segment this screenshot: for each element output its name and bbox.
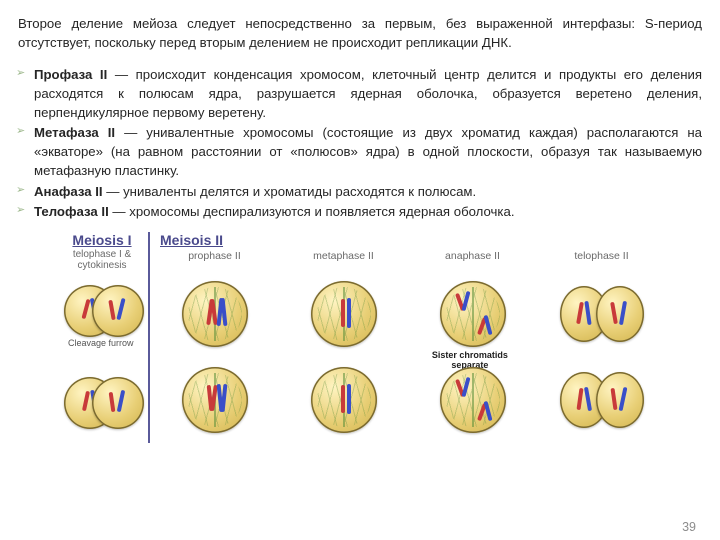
telophase1-column: Cleavage furrow: [56, 271, 150, 443]
phase-list: Профаза II — происходит конденсация хром…: [18, 66, 702, 222]
meiosis1-subtitle: telophase I & cytokinesis: [56, 249, 148, 271]
intro-text: Второе деление мейоза следует непосредст…: [18, 14, 702, 52]
list-item: Метафаза II — унивалентные хромосомы (со…: [18, 124, 702, 180]
anaphase2-cell: [408, 357, 537, 443]
telophase1-cell-bottom: [64, 375, 140, 431]
phase-desc: — хромосомы деспирализуются и появляется…: [109, 204, 515, 219]
telophase2-cell: [537, 357, 666, 443]
diagram-header: Meiosis I telophase I & cytokinesis Meis…: [56, 232, 666, 271]
stage-label: telophase II: [537, 250, 666, 262]
phase-name: Анафаза II: [34, 184, 103, 199]
phase-name: Метафаза II: [34, 125, 115, 140]
prophase2-cell: [150, 357, 279, 443]
diagram-rows: Cleavage furrow: [56, 271, 666, 443]
diagram-row: [150, 357, 666, 443]
phase-desc: — унивалентные хромосомы (состоящие из д…: [34, 125, 702, 177]
anaphase2-cell: [408, 271, 537, 357]
cleavage-furrow-label: Cleavage furrow: [68, 339, 134, 348]
meiosis-diagram: Meiosis I telophase I & cytokinesis Meis…: [56, 232, 666, 443]
prophase2-cell: [150, 271, 279, 357]
telophase2-cell: [537, 271, 666, 357]
header-left: Meiosis I telophase I & cytokinesis: [56, 232, 150, 271]
metaphase2-cell: [279, 271, 408, 357]
phase-desc: — происходит конденсация хромосом, клето…: [34, 67, 702, 119]
meiosis2-title: Meisois II: [150, 232, 666, 248]
page-number: 39: [682, 520, 696, 534]
meiosis1-title: Meiosis I: [56, 232, 148, 248]
phase-desc: — униваленты делятся и хроматиды расходя…: [103, 184, 477, 199]
stage-label: prophase II: [150, 250, 279, 262]
stage-labels: prophase II metaphase II anaphase II tel…: [150, 250, 666, 262]
list-item: Профаза II — происходит конденсация хром…: [18, 66, 702, 122]
list-item: Анафаза II — униваленты делятся и хромат…: [18, 183, 702, 202]
header-right: Meisois II prophase II metaphase II anap…: [150, 232, 666, 271]
phase-name: Телофаза II: [34, 204, 109, 219]
metaphase2-cell: [279, 357, 408, 443]
stage-label: metaphase II: [279, 250, 408, 262]
meiosis2-grid: Sister chromatids separate: [150, 271, 666, 443]
diagram-row: [150, 271, 666, 357]
telophase1-cell-top: Cleavage furrow: [64, 283, 140, 339]
list-item: Телофаза II — хромосомы деспирализуются …: [18, 203, 702, 222]
stage-label: anaphase II: [408, 250, 537, 262]
phase-name: Профаза II: [34, 67, 107, 82]
